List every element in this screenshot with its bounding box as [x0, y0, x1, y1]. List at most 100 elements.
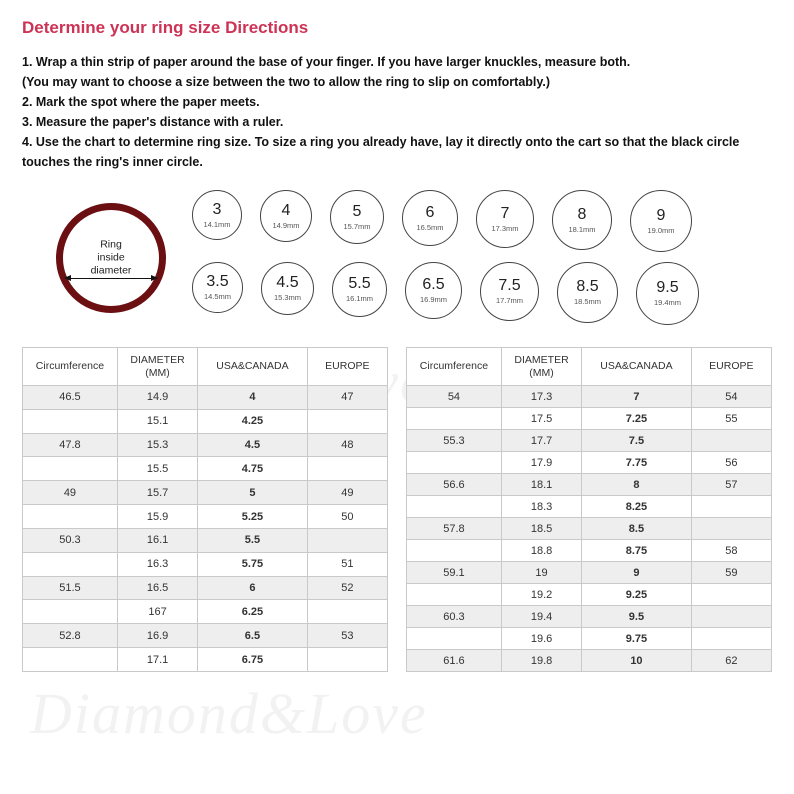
- size-circle: 919.0mm: [630, 190, 692, 252]
- table-cell: 47: [307, 386, 387, 410]
- size-circle: 9.519.4mm: [636, 262, 699, 325]
- table-row: 52.816.96.553: [23, 624, 388, 648]
- table-cell: 7.5: [582, 430, 692, 452]
- size-mm: 18.1mm: [568, 225, 595, 234]
- table-cell: 4: [198, 386, 308, 410]
- table-cell: [307, 528, 387, 552]
- table-cell: [407, 540, 502, 562]
- table-cell: 5.5: [198, 528, 308, 552]
- size-number: 3.5: [206, 274, 228, 290]
- table-cell: 5: [198, 481, 308, 505]
- size-number: 6: [426, 205, 435, 221]
- table-cell: 10: [582, 650, 692, 672]
- watermark: Diamond&Love: [30, 680, 428, 747]
- table-row: 18.38.25: [407, 496, 772, 518]
- table-cell: 9.5: [582, 606, 692, 628]
- size-mm: 15.3mm: [274, 293, 301, 302]
- table-cell: 49: [23, 481, 118, 505]
- table-cell: 54: [407, 386, 502, 408]
- table-cell: 55.3: [407, 430, 502, 452]
- table-cell: [23, 505, 118, 529]
- directions-block: 1. Wrap a thin strip of paper around the…: [22, 52, 772, 172]
- size-mm: 16.9mm: [420, 295, 447, 304]
- table-row: 18.88.7558: [407, 540, 772, 562]
- size-mm: 16.5mm: [416, 223, 443, 232]
- table-cell: 17.3: [501, 386, 581, 408]
- table-cell: 60.3: [407, 606, 502, 628]
- table-cell: 15.1: [117, 409, 197, 433]
- table-cell: 4.75: [198, 457, 308, 481]
- table-row: 15.54.75: [23, 457, 388, 481]
- table-cell: 19.6: [501, 628, 581, 650]
- size-circle: 6.516.9mm: [405, 262, 462, 319]
- table-cell: 6.75: [198, 648, 308, 672]
- size-mm: 19.0mm: [647, 226, 674, 235]
- table-cell: [691, 496, 771, 518]
- table-cell: [691, 430, 771, 452]
- table-cell: 52: [307, 576, 387, 600]
- table-header: Circumference: [23, 348, 118, 386]
- table-cell: 62: [691, 650, 771, 672]
- table-row: 55.317.77.5: [407, 430, 772, 452]
- table-cell: [691, 518, 771, 540]
- table-row: 50.316.15.5: [23, 528, 388, 552]
- table-cell: [23, 552, 118, 576]
- table-cell: 7.25: [582, 408, 692, 430]
- size-number: 5: [353, 204, 362, 220]
- size-circle: 6 16.5mm: [402, 190, 458, 246]
- table-cell: [23, 457, 118, 481]
- table-row: 47.815.34.548: [23, 433, 388, 457]
- table-cell: 17.9: [501, 452, 581, 474]
- size-number: 8.5: [576, 279, 598, 295]
- table-cell: 4.25: [198, 409, 308, 433]
- table-header: EUROPE: [307, 348, 387, 386]
- table-cell: 9.25: [582, 584, 692, 606]
- table-cell: [407, 628, 502, 650]
- size-mm: 16.1mm: [346, 294, 373, 303]
- table-cell: 5.75: [198, 552, 308, 576]
- table-cell: 53: [307, 624, 387, 648]
- table-row: 19.29.25: [407, 584, 772, 606]
- table-cell: 7: [582, 386, 692, 408]
- table-cell: 17.7: [501, 430, 581, 452]
- table-cell: 4.5: [198, 433, 308, 457]
- table-cell: [23, 600, 118, 624]
- table-cell: 19.4: [501, 606, 581, 628]
- table-row: 61.619.81062: [407, 650, 772, 672]
- size-circle: 4.515.3mm: [261, 262, 314, 315]
- table-cell: 18.5: [501, 518, 581, 540]
- table-header: DIAMETER(MM): [501, 348, 581, 386]
- table-header: DIAMETER(MM): [117, 348, 197, 386]
- table-cell: [23, 409, 118, 433]
- table-cell: 15.7: [117, 481, 197, 505]
- table-cell: [407, 584, 502, 606]
- size-circle: 3.514.5mm: [192, 262, 243, 313]
- size-mm: 14.9mm: [272, 221, 299, 230]
- table-cell: 59.1: [407, 562, 502, 584]
- direction-line: 4. Use the chart to determine ring size.…: [22, 132, 772, 172]
- table-cell: 19.2: [501, 584, 581, 606]
- size-number: 9.5: [656, 280, 678, 296]
- direction-line: (You may want to choose a size between t…: [22, 72, 772, 92]
- table-row: 17.97.7556: [407, 452, 772, 474]
- table-cell: 17.5: [501, 408, 581, 430]
- direction-line: 1. Wrap a thin strip of paper around the…: [22, 52, 772, 72]
- table-cell: 58: [691, 540, 771, 562]
- table-cell: 15.3: [117, 433, 197, 457]
- table-row: 59.119959: [407, 562, 772, 584]
- size-mm: 17.7mm: [496, 296, 523, 305]
- table-cell: 19.8: [501, 650, 581, 672]
- table-cell: 6: [198, 576, 308, 600]
- size-circle: 314.1mm: [192, 190, 242, 240]
- table-cell: 16.9: [117, 624, 197, 648]
- table-row: 16.35.7551: [23, 552, 388, 576]
- circle-row: 3.514.5mm4.515.3mm5.516.1mm6.516.9mm7.51…: [192, 262, 699, 325]
- table-cell: [307, 648, 387, 672]
- tables-container: CircumferenceDIAMETER(MM)USA&CANADAEUROP…: [22, 347, 772, 672]
- table-cell: 56: [691, 452, 771, 474]
- table-row: 5417.3754: [407, 386, 772, 408]
- table-cell: 6.25: [198, 600, 308, 624]
- table-cell: 59: [691, 562, 771, 584]
- table-cell: 51: [307, 552, 387, 576]
- diameter-arrow-icon: [65, 278, 157, 279]
